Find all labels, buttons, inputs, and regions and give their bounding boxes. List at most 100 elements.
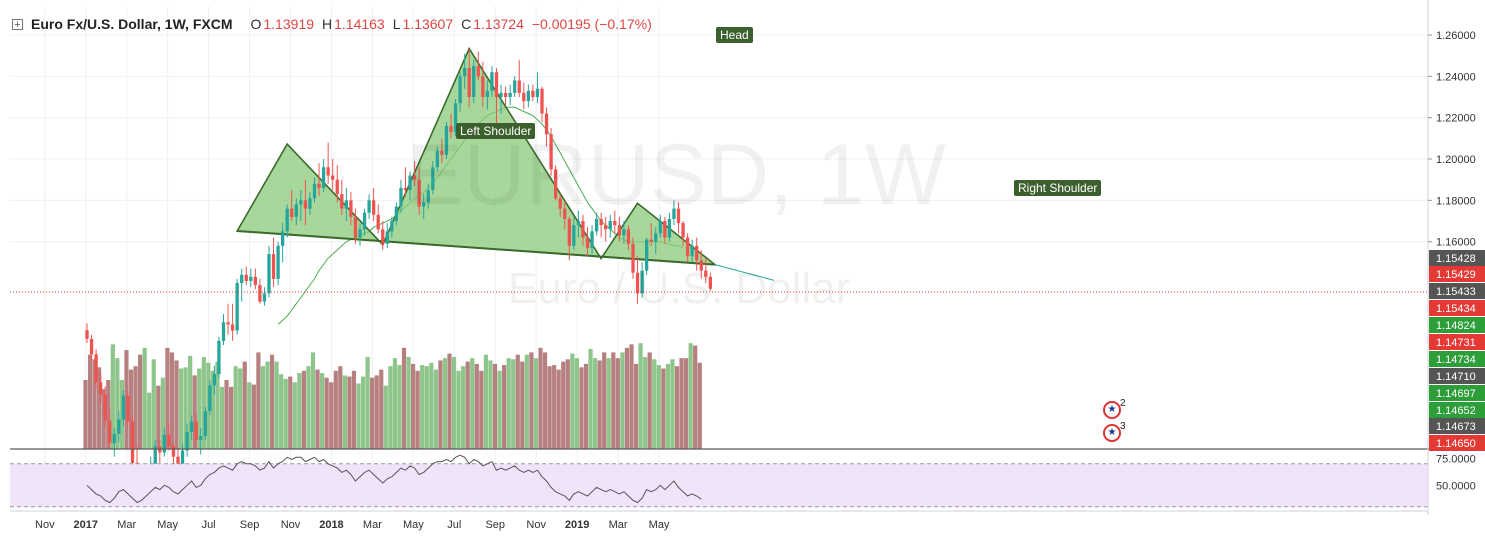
candle [412,175,417,180]
candle [631,243,635,273]
candle [399,187,403,207]
candle [221,322,226,341]
volume-bar [502,365,507,449]
volume-bar [438,360,443,449]
volume-bar [684,358,689,449]
price-flag[interactable] [1429,334,1485,350]
candle [353,216,358,238]
volume-bar [347,376,352,449]
candle [362,212,367,230]
volume-bar [251,384,256,449]
right-shoulder-label[interactable]: Right Shoulder [1014,180,1102,196]
head-and-shoulders-pattern[interactable] [235,46,718,266]
volume-bar [643,357,648,449]
candle [472,66,476,98]
candle [640,270,644,294]
candle [190,421,194,432]
candle [503,92,508,98]
neckline[interactable] [237,229,715,266]
candle [645,239,649,271]
candle [558,198,562,209]
volume-bar [693,345,698,449]
candle [108,420,112,444]
volume-bar [574,358,579,449]
candle [608,221,612,230]
volume-bar [420,365,425,449]
neckline-extension[interactable] [714,264,775,281]
candle [267,254,271,294]
price-tick-label: 1.24000 [1436,71,1476,83]
candle [531,90,535,98]
volume-bar [224,380,229,449]
time-tick-label: Sep [240,519,260,531]
candle [112,433,116,444]
candle [290,208,294,217]
volume-bar [329,382,334,449]
volume-bar [97,367,102,449]
price-flag[interactable] [1429,283,1485,299]
time-tick-label: May [649,519,670,531]
candle [463,68,467,77]
candle [176,456,180,465]
candle [435,150,439,168]
volume-bar [593,358,598,449]
expand-icon[interactable]: + [12,18,23,30]
candle [431,167,435,191]
us-flag-icon[interactable]: ★ [1103,424,1121,442]
volume-bar [365,357,370,449]
price-flag[interactable] [1429,300,1485,316]
volume-bar [620,352,625,449]
symbol-title: Euro Fx/U.S. Dollar, 1W, FXCM [31,16,233,32]
volume-bar [92,359,97,449]
time-tick-label: 2019 [565,519,589,531]
candle [340,194,344,209]
volume-bar [133,366,138,449]
volume-bar [274,361,279,449]
candle [230,324,235,331]
volume-bar [429,362,434,449]
volume-bar [556,369,561,449]
volume-bar [611,352,616,449]
candle [481,76,485,98]
candle [303,200,308,209]
volume-bar [661,368,666,449]
price-flag-label: 1.14710 [1436,371,1476,383]
candle [567,218,571,246]
rsi-tick-label: 50.0000 [1436,480,1476,492]
volume-bar [233,366,238,449]
candle [103,394,107,421]
price-flag[interactable] [1429,418,1485,434]
us-flag-icon[interactable]: ★ [1103,401,1121,419]
candle [249,276,253,281]
candle [585,237,590,248]
price-flag[interactable] [1429,266,1485,282]
rsi-band [10,463,1428,507]
volume-bar [83,380,88,449]
volume-bar [497,370,502,449]
candle [572,225,576,246]
watermark-ticker: EURUSD, 1W [406,127,946,223]
price-flag[interactable] [1429,402,1485,418]
price-flag[interactable] [1429,250,1485,266]
volume-bar [652,359,657,449]
price-flag-label: 1.15434 [1436,303,1476,315]
price-flag[interactable] [1429,368,1485,384]
price-flag[interactable] [1429,317,1485,333]
candle [522,92,526,102]
left-shoulder-label[interactable]: Left Shoulder [456,123,536,139]
head-label[interactable]: Head [716,27,753,43]
volume-bar [383,385,388,449]
price-flag[interactable] [1429,385,1485,401]
price-flag[interactable] [1429,351,1485,367]
volume-bar [538,347,543,449]
candle [403,187,408,191]
price-flag[interactable] [1429,435,1485,451]
candle [94,354,98,383]
candle [317,183,321,188]
candle [408,175,412,191]
volume-bar [397,365,402,449]
candle [622,229,626,236]
volume-bar [128,369,134,449]
candle [626,229,631,244]
